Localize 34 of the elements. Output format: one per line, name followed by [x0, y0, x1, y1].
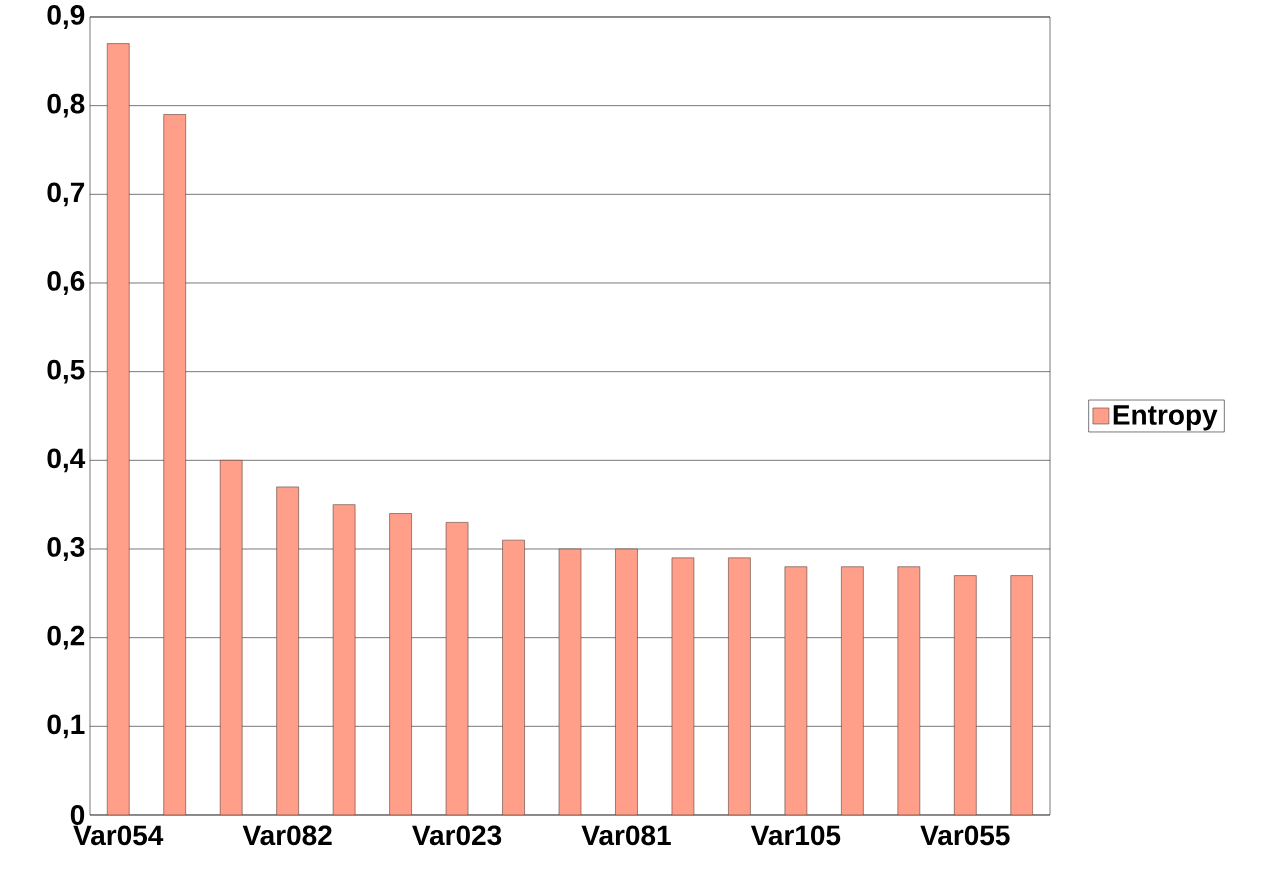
- bar: [897, 566, 921, 815]
- y-tick-label: 0,4: [47, 448, 86, 473]
- y-tick-label: 0,2: [47, 625, 85, 650]
- bar: [163, 114, 186, 815]
- bar: [389, 513, 412, 815]
- bar: [276, 486, 299, 815]
- bar: [502, 539, 525, 815]
- x-tick-label: Var105: [750, 825, 841, 846]
- y-tick-label: 0,5: [47, 359, 85, 384]
- x-tick-label: Var054: [73, 825, 164, 846]
- y-tick-label: 0: [70, 805, 85, 825]
- bar: [954, 575, 977, 815]
- bar: [332, 504, 356, 815]
- y-tick-label: 0,7: [47, 182, 85, 207]
- x-tick-label: Var082: [242, 825, 332, 846]
- legend-label: Entropy: [1113, 405, 1218, 431]
- y-tick-label: 0,3: [47, 537, 85, 561]
- y-tick-label: 0,6: [47, 271, 85, 295]
- bar: [106, 43, 130, 815]
- bar: [841, 566, 864, 815]
- bar: [671, 557, 695, 815]
- y-tick-label: 0,9: [47, 5, 85, 29]
- bar: [1010, 575, 1034, 815]
- x-tick-label: Var023: [412, 825, 502, 846]
- y-tick-label: 0,1: [47, 714, 85, 739]
- x-tick-label: Var055: [920, 825, 1010, 846]
- bar: [784, 566, 808, 815]
- bar: [219, 460, 243, 815]
- y-tick-label: 0,8: [47, 93, 85, 118]
- bar: [615, 548, 638, 815]
- bar: [728, 557, 751, 815]
- x-tick-label: Var081: [581, 825, 671, 846]
- bar: [445, 522, 469, 815]
- bar: [558, 548, 582, 815]
